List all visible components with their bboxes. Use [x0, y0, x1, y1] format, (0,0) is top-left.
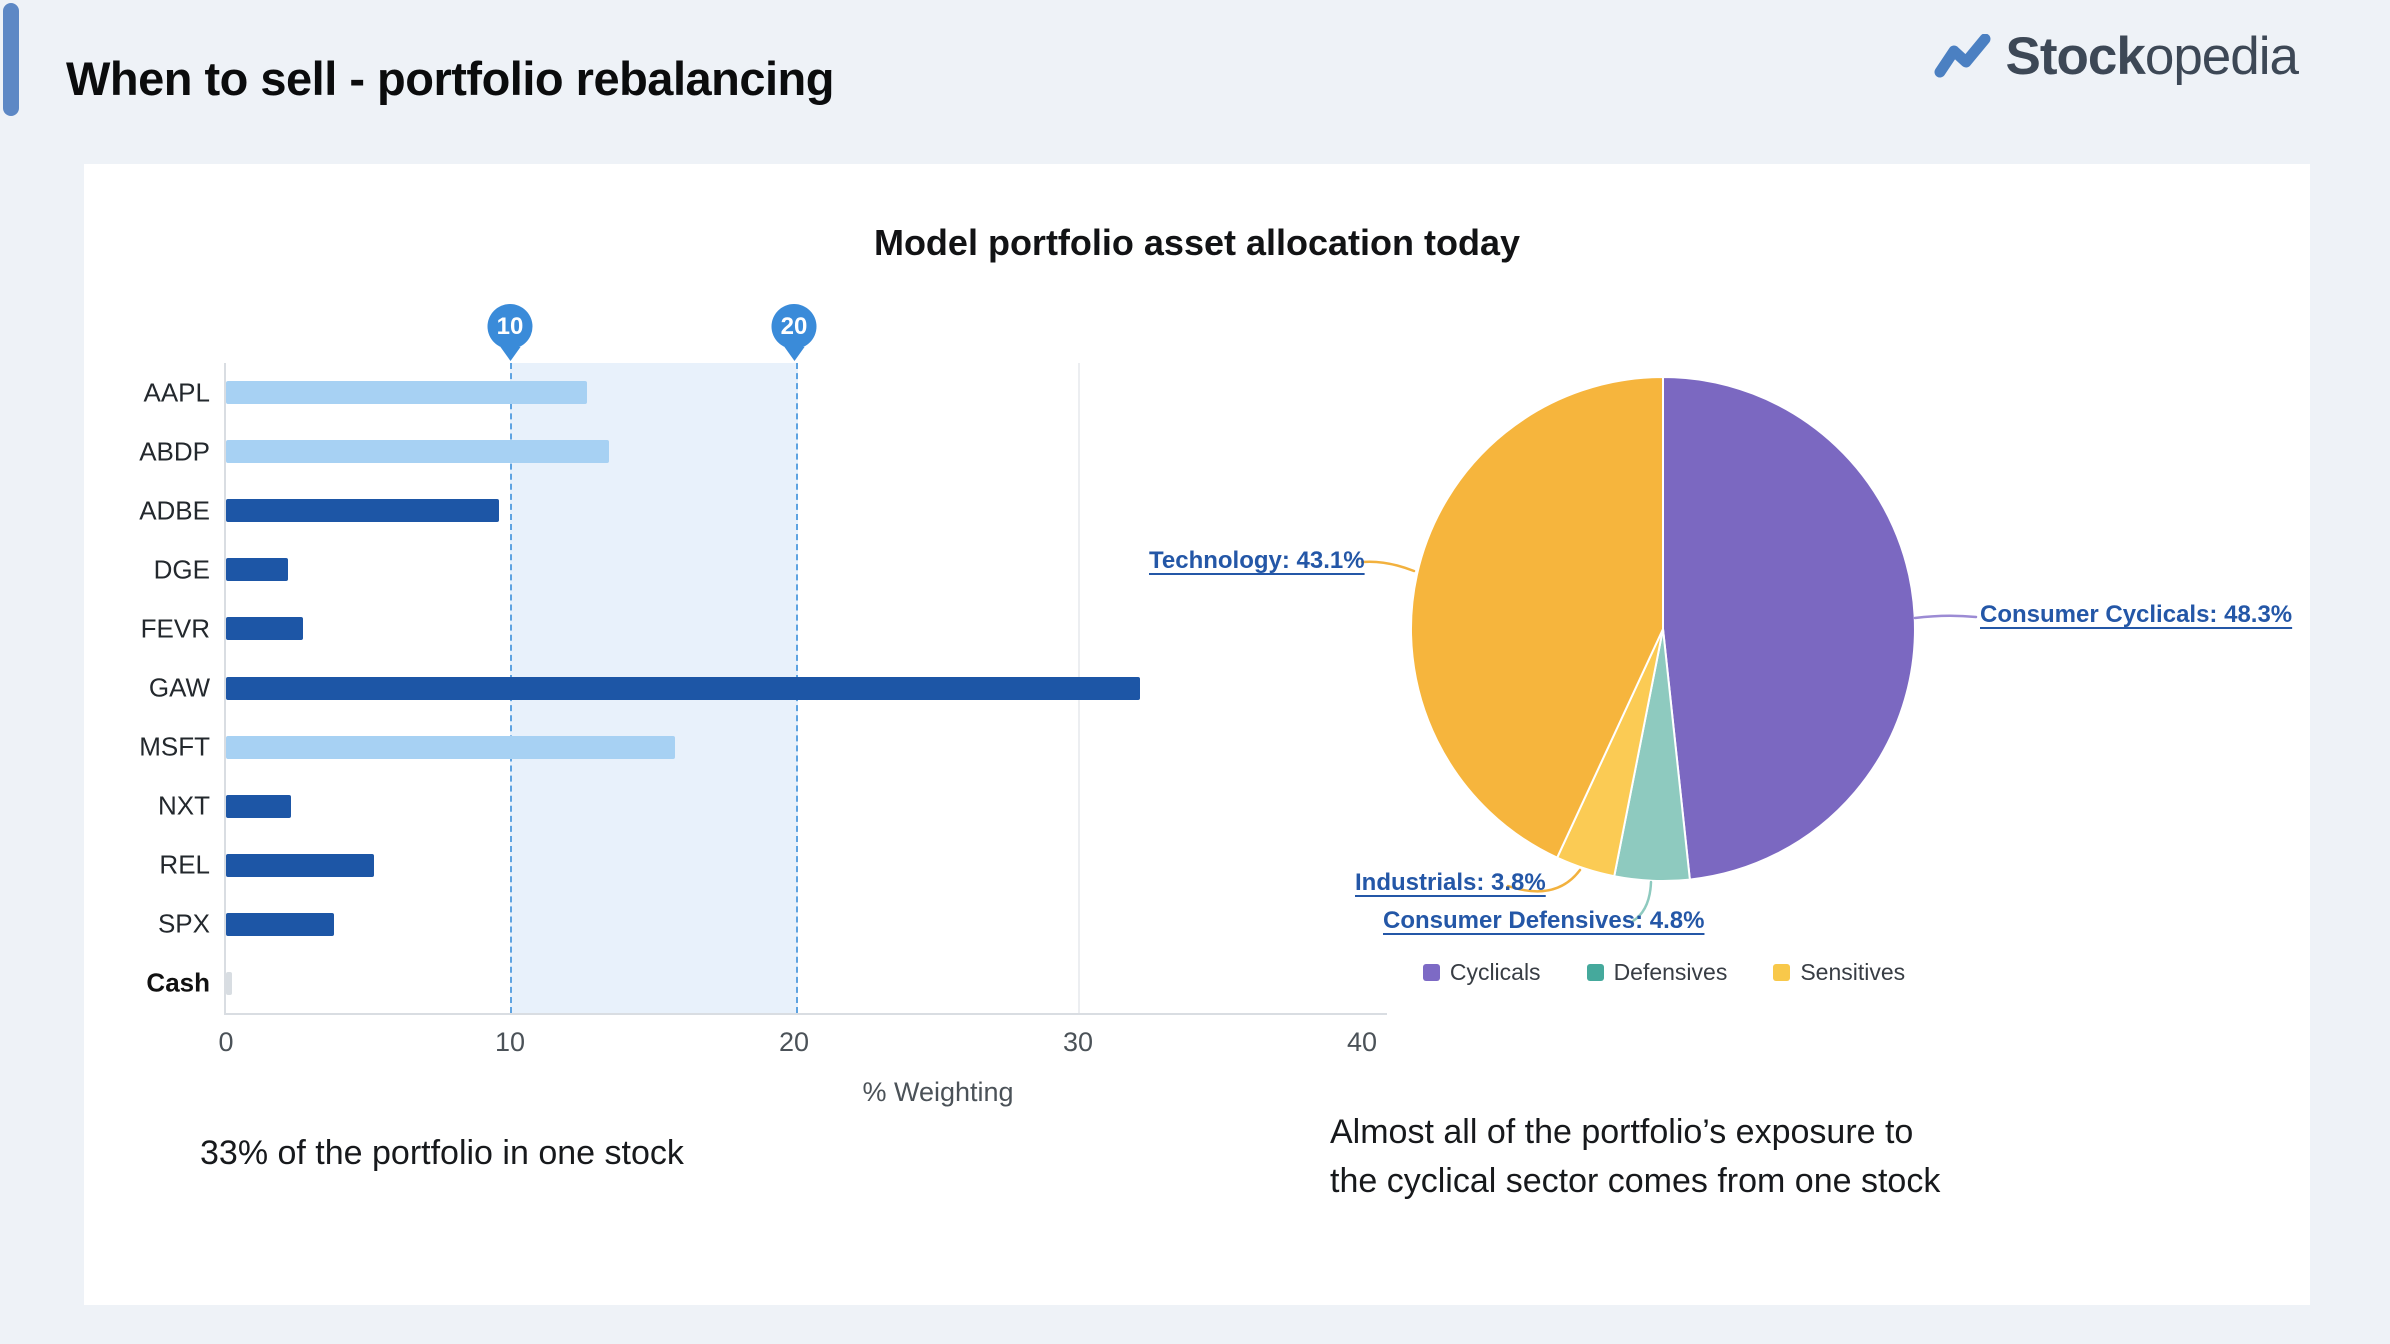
caption-pie-line1: Almost all of the portfolio’s exposure t… — [1330, 1113, 1914, 1151]
caption-bar-chart: 33% of the portfolio in one stock — [200, 1134, 684, 1172]
marker-pin-value: 20 — [771, 304, 817, 349]
marker-pin-value: 10 — [487, 304, 533, 349]
bar-aapl — [226, 381, 587, 405]
legend-item-cyclicals: Cyclicals — [1422, 959, 1541, 986]
y-axis-label-cash: Cash — [146, 967, 210, 998]
pie-chart — [1360, 376, 1978, 923]
caption-pie-line2: the cyclical sector comes from one stock — [1330, 1162, 1941, 1200]
y-axis-label-dge: DGE — [153, 554, 210, 585]
logo-word-light: opedia — [2144, 27, 2299, 86]
marker-pin-20[interactable]: 20 — [771, 304, 817, 361]
pie-slice-consumer-cyclicals — [1662, 376, 1916, 881]
y-axis-label-gaw: GAW — [148, 672, 210, 703]
bar-ylabels: AAPL ABDP ADBE DGE FEVR GAW MSFT NXT REL SPX Cash — [90, 363, 210, 1013]
trend-zigzag-icon — [1934, 33, 1991, 77]
marker-pin-tail — [784, 347, 804, 361]
bar-abdp — [226, 440, 610, 464]
pie-legend: Cyclicals Defensives Sensitives — [1234, 959, 2094, 986]
y-axis-label-spx: SPX — [157, 908, 210, 939]
x-axis-title: % Weighting — [862, 1077, 1014, 1107]
bar-msft — [226, 735, 675, 759]
pie-callout-consumer-cyclicals[interactable]: Consumer Cyclicals: 48.3% — [1980, 601, 2293, 628]
x-tick-40: 40 — [1346, 1027, 1378, 1057]
marker-pin-10[interactable]: 10 — [487, 304, 533, 361]
legend-label: Sensitives — [1800, 959, 1906, 985]
legend-swatch — [1422, 964, 1440, 981]
bar-plot: % Weighting 0 10 20 30 40 10 20 — [218, 304, 1387, 1107]
legend-item-defensives: Defensives — [1586, 959, 1728, 986]
y-axis-label-msft: MSFT — [139, 731, 210, 762]
legend-item-sensitives: Sensitives — [1773, 959, 1905, 986]
y-axis-label-fevr: FEVR — [140, 613, 210, 644]
chart-title: Model portfolio asset allocation today — [873, 222, 1521, 263]
pie-callout-consumer-defensives[interactable]: Consumer Defensives: 4.8% — [1383, 907, 1705, 934]
leader-line-consumer-cyclicals — [1913, 614, 1978, 620]
y-axis-label-abdp: ABDP — [139, 436, 210, 467]
bar-spx — [226, 912, 334, 936]
legend-swatch — [1773, 964, 1791, 981]
y-axis-label-nxt: NXT — [158, 790, 210, 821]
legend-label: Cyclicals — [1449, 959, 1541, 985]
leader-line-technology — [1360, 560, 1416, 573]
x-tick-10: 10 — [494, 1027, 526, 1057]
bar-dge — [226, 558, 289, 582]
legend-label: Defensives — [1613, 959, 1728, 985]
marker-pin-tail — [500, 347, 520, 361]
pie-slices — [1410, 376, 1916, 882]
bar-rel — [226, 853, 374, 877]
bar-adbe — [226, 499, 499, 523]
accent-bar — [3, 3, 19, 116]
x-tick-0: 0 — [218, 1027, 234, 1057]
pie-callout-industrials[interactable]: Industrials: 3.8% — [1355, 869, 1546, 896]
leader-line-consumer-defensives — [1631, 880, 1653, 923]
pie-slice-technology — [1410, 376, 1664, 859]
bar-cash — [226, 971, 232, 995]
pie-callout-technology[interactable]: Technology: 43.1% — [1149, 547, 1365, 574]
legend-swatch — [1586, 964, 1604, 981]
logo-wordmark: Stockopedia — [2005, 26, 2299, 87]
bar-gaw — [226, 676, 1141, 700]
x-tick-30: 30 — [1062, 1027, 1094, 1057]
y-axis-label-rel: REL — [159, 849, 210, 880]
x-tick-20: 20 — [778, 1027, 810, 1057]
bar-fevr — [226, 617, 303, 641]
leader-line-industrials — [1506, 868, 1582, 893]
y-axis-label-aapl: AAPL — [143, 377, 211, 408]
stockopedia-logo: Stockopedia — [1934, 26, 2299, 87]
bar-nxt — [226, 794, 292, 818]
caption-pie-chart: Almost all of the portfolio’s exposure t… — [1330, 1108, 1940, 1206]
logo-word-bold: Stock — [2005, 27, 2146, 86]
page-title: When to sell - portfolio rebalancing — [66, 52, 834, 106]
y-axis-label-adbe: ADBE — [139, 495, 210, 526]
content-card: Model portfolio asset allocation today A… — [84, 164, 2310, 1305]
